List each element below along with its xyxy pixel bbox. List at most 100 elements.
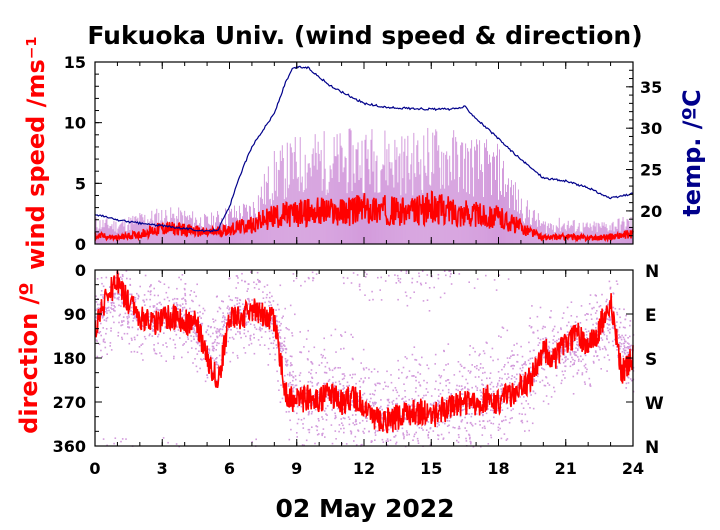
direction-sample-dot [310, 412, 313, 415]
direction-sample-dot [473, 287, 476, 289]
direction-sample-dot [139, 285, 141, 288]
direction-sample-dot [228, 277, 231, 279]
direction-sample-dot [482, 367, 484, 369]
direction-sample-dot [278, 308, 280, 311]
direction-sample-dot [482, 384, 484, 386]
direction-sample-dot [499, 396, 502, 398]
direction-sample-dot [448, 409, 451, 412]
direction-sample-dot [277, 329, 280, 331]
direction-sample-dot [444, 399, 446, 401]
direction-tick-label: 270 [53, 393, 86, 412]
direction-sample-dot [236, 299, 239, 302]
direction-sample-dot [307, 329, 309, 332]
direction-sample-dot [286, 359, 289, 362]
direction-sample-dot [497, 426, 500, 429]
direction-sample-dot [521, 364, 523, 366]
direction-sample-dot [458, 427, 461, 430]
direction-sample-dot [521, 380, 524, 382]
direction-sample-dot [239, 298, 241, 301]
direction-sample-dot [616, 311, 618, 314]
direction-sample-dot [364, 377, 366, 379]
direction-sample-dot [322, 418, 324, 420]
direction-sample-dot [269, 291, 271, 294]
direction-sample-dot [163, 283, 166, 285]
direction-sample-dot [103, 319, 106, 321]
direction-sample-dot [616, 329, 619, 331]
direction-sample-dot [152, 329, 155, 331]
direction-sample-dot [151, 321, 154, 324]
direction-sample-dot [352, 373, 354, 376]
direction-sample-dot [334, 417, 336, 420]
direction-sample-dot [501, 377, 503, 380]
direction-sample-dot [240, 336, 242, 339]
direction-sample-dot [293, 386, 295, 389]
direction-sample-dot [181, 309, 184, 312]
direction-sample-dot [351, 376, 353, 379]
direction-sample-dot [311, 411, 313, 413]
direction-sample-dot [348, 400, 351, 402]
direction-sample-dot [547, 403, 550, 405]
direction-sample-dot [183, 314, 185, 317]
direction-sample-dot [265, 296, 268, 299]
direction-sample-dot [298, 374, 301, 377]
direction-sample-dot [520, 345, 522, 348]
direction-sample-dot [522, 366, 524, 369]
direction-sample-dot [623, 351, 626, 354]
direction-sample-dot [627, 352, 630, 354]
direction-sample-dot [322, 432, 324, 435]
temperature-axis-label: temp. /ºC [678, 89, 706, 216]
direction-sample-dot [530, 326, 533, 328]
direction-sample-dot [134, 300, 137, 303]
direction-sample-dot [311, 426, 313, 428]
direction-sample-dot [343, 282, 345, 285]
direction-sample-dot [212, 347, 214, 350]
direction-sample-dot [505, 439, 508, 441]
direction-sample-dot [616, 321, 618, 323]
direction-sample-dot [629, 320, 632, 322]
direction-sample-dot [606, 323, 609, 325]
direction-sample-dot [573, 353, 576, 355]
direction-sample-dot [616, 283, 619, 285]
direction-sample-dot [224, 318, 226, 320]
direction-sample-dot [150, 290, 152, 292]
direction-sample-dot [590, 313, 592, 316]
direction-sample-dot [501, 384, 504, 386]
direction-sample-dot [142, 299, 144, 302]
direction-sample-dot [133, 316, 136, 319]
direction-sample-dot [193, 328, 195, 330]
direction-sample-dot [405, 295, 408, 297]
direction-sample-dot [625, 346, 628, 349]
direction-sample-dot [519, 367, 522, 370]
direction-sample-dot [452, 426, 454, 429]
direction-sample-dot [341, 422, 343, 424]
direction-sample-dot [137, 294, 140, 297]
direction-sample-dot [229, 360, 232, 363]
direction-sample-dot [145, 298, 148, 301]
direction-sample-dot [436, 404, 439, 407]
direction-sample-dot [487, 443, 490, 445]
direction-sample-dot [404, 418, 406, 420]
direction-sample-dot [216, 328, 218, 330]
direction-sample-dot [289, 304, 292, 307]
direction-sample-dot [244, 352, 247, 354]
direction-sample-dot [351, 357, 354, 360]
direction-sample-dot [128, 316, 130, 318]
direction-sample-dot [572, 350, 574, 353]
direction-sample-dot [420, 283, 423, 286]
direction-sample-dot [121, 338, 124, 340]
direction-sample-dot [396, 430, 399, 432]
direction-sample-dot [551, 330, 554, 332]
direction-sample-dot [545, 363, 547, 366]
direction-sample-dot [552, 328, 555, 330]
direction-sample-dot [501, 368, 503, 371]
direction-sample-dot [622, 336, 625, 339]
direction-sample-dot [225, 319, 228, 321]
direction-sample-dot [392, 399, 395, 402]
direction-sample-dot [614, 307, 617, 310]
direction-sample-dot [295, 384, 298, 387]
direction-sample-dot [588, 303, 591, 305]
direction-sample-dot [196, 283, 198, 286]
direction-sample-dot [553, 360, 555, 363]
direction-sample-dot [333, 384, 336, 387]
direction-sample-dot [152, 306, 155, 308]
